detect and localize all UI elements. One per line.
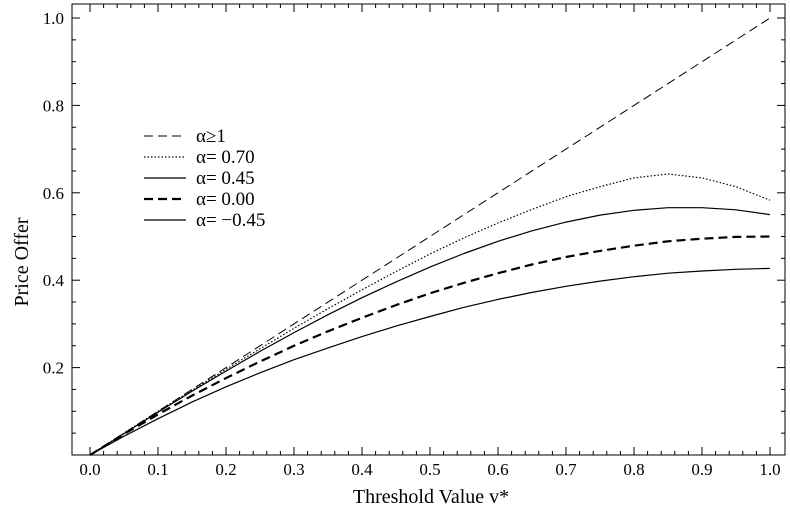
x-tick-label: 0.0 — [79, 460, 100, 479]
y-tick-label: 0.8 — [43, 96, 64, 115]
series-line-4 — [89, 267, 771, 456]
legend-label-4: α= −0.45 — [196, 210, 265, 231]
x-tick-label: 0.6 — [487, 460, 508, 479]
plot-frame — [71, 3, 786, 456]
y-axis-title: Price Offer — [11, 217, 33, 306]
x-tick-label: 0.1 — [147, 460, 168, 479]
legend-label-3: α= 0.00 — [196, 189, 255, 210]
x-axis-title: Threshold Value v* — [353, 486, 509, 508]
x-tick-label: 0.4 — [351, 460, 373, 479]
x-tick-label: 0.9 — [691, 460, 712, 479]
series-line-0 — [89, 17, 771, 456]
x-tick-label: 0.3 — [283, 460, 304, 479]
series-lines — [89, 17, 771, 456]
y-tick-label: 0.6 — [43, 184, 64, 203]
y-tick-label: 1.0 — [43, 9, 64, 28]
series-line-3 — [89, 235, 771, 456]
x-axis: 0.0 0.1 0.2 0.3 0.4 0.5 0.6 0.7 0.8 0.9 1.0 — [79, 4, 781, 479]
legend-label-1: α= 0.70 — [196, 147, 255, 168]
series-line-2 — [89, 207, 771, 456]
legend-label-2: α= 0.45 — [196, 168, 255, 189]
series-line-1 — [89, 173, 771, 456]
y-tick-label: 0.4 — [43, 271, 65, 290]
x-tick-label: 0.5 — [419, 460, 440, 479]
legend: α≥1α= 0.70α= 0.45α= 0.00α= −0.45 — [144, 126, 265, 231]
x-tick-label: 0.7 — [555, 460, 577, 479]
x-tick-label: 0.8 — [623, 460, 644, 479]
y-tick-label: 0.2 — [43, 359, 64, 378]
x-tick-label: 0.2 — [215, 460, 236, 479]
x-tick-label: 1.0 — [759, 460, 780, 479]
plot-area — [71, 3, 786, 456]
legend-label-0: α≥1 — [196, 126, 226, 147]
y-axis: 0.2 0.4 0.6 0.8 1.0 — [43, 9, 785, 456]
